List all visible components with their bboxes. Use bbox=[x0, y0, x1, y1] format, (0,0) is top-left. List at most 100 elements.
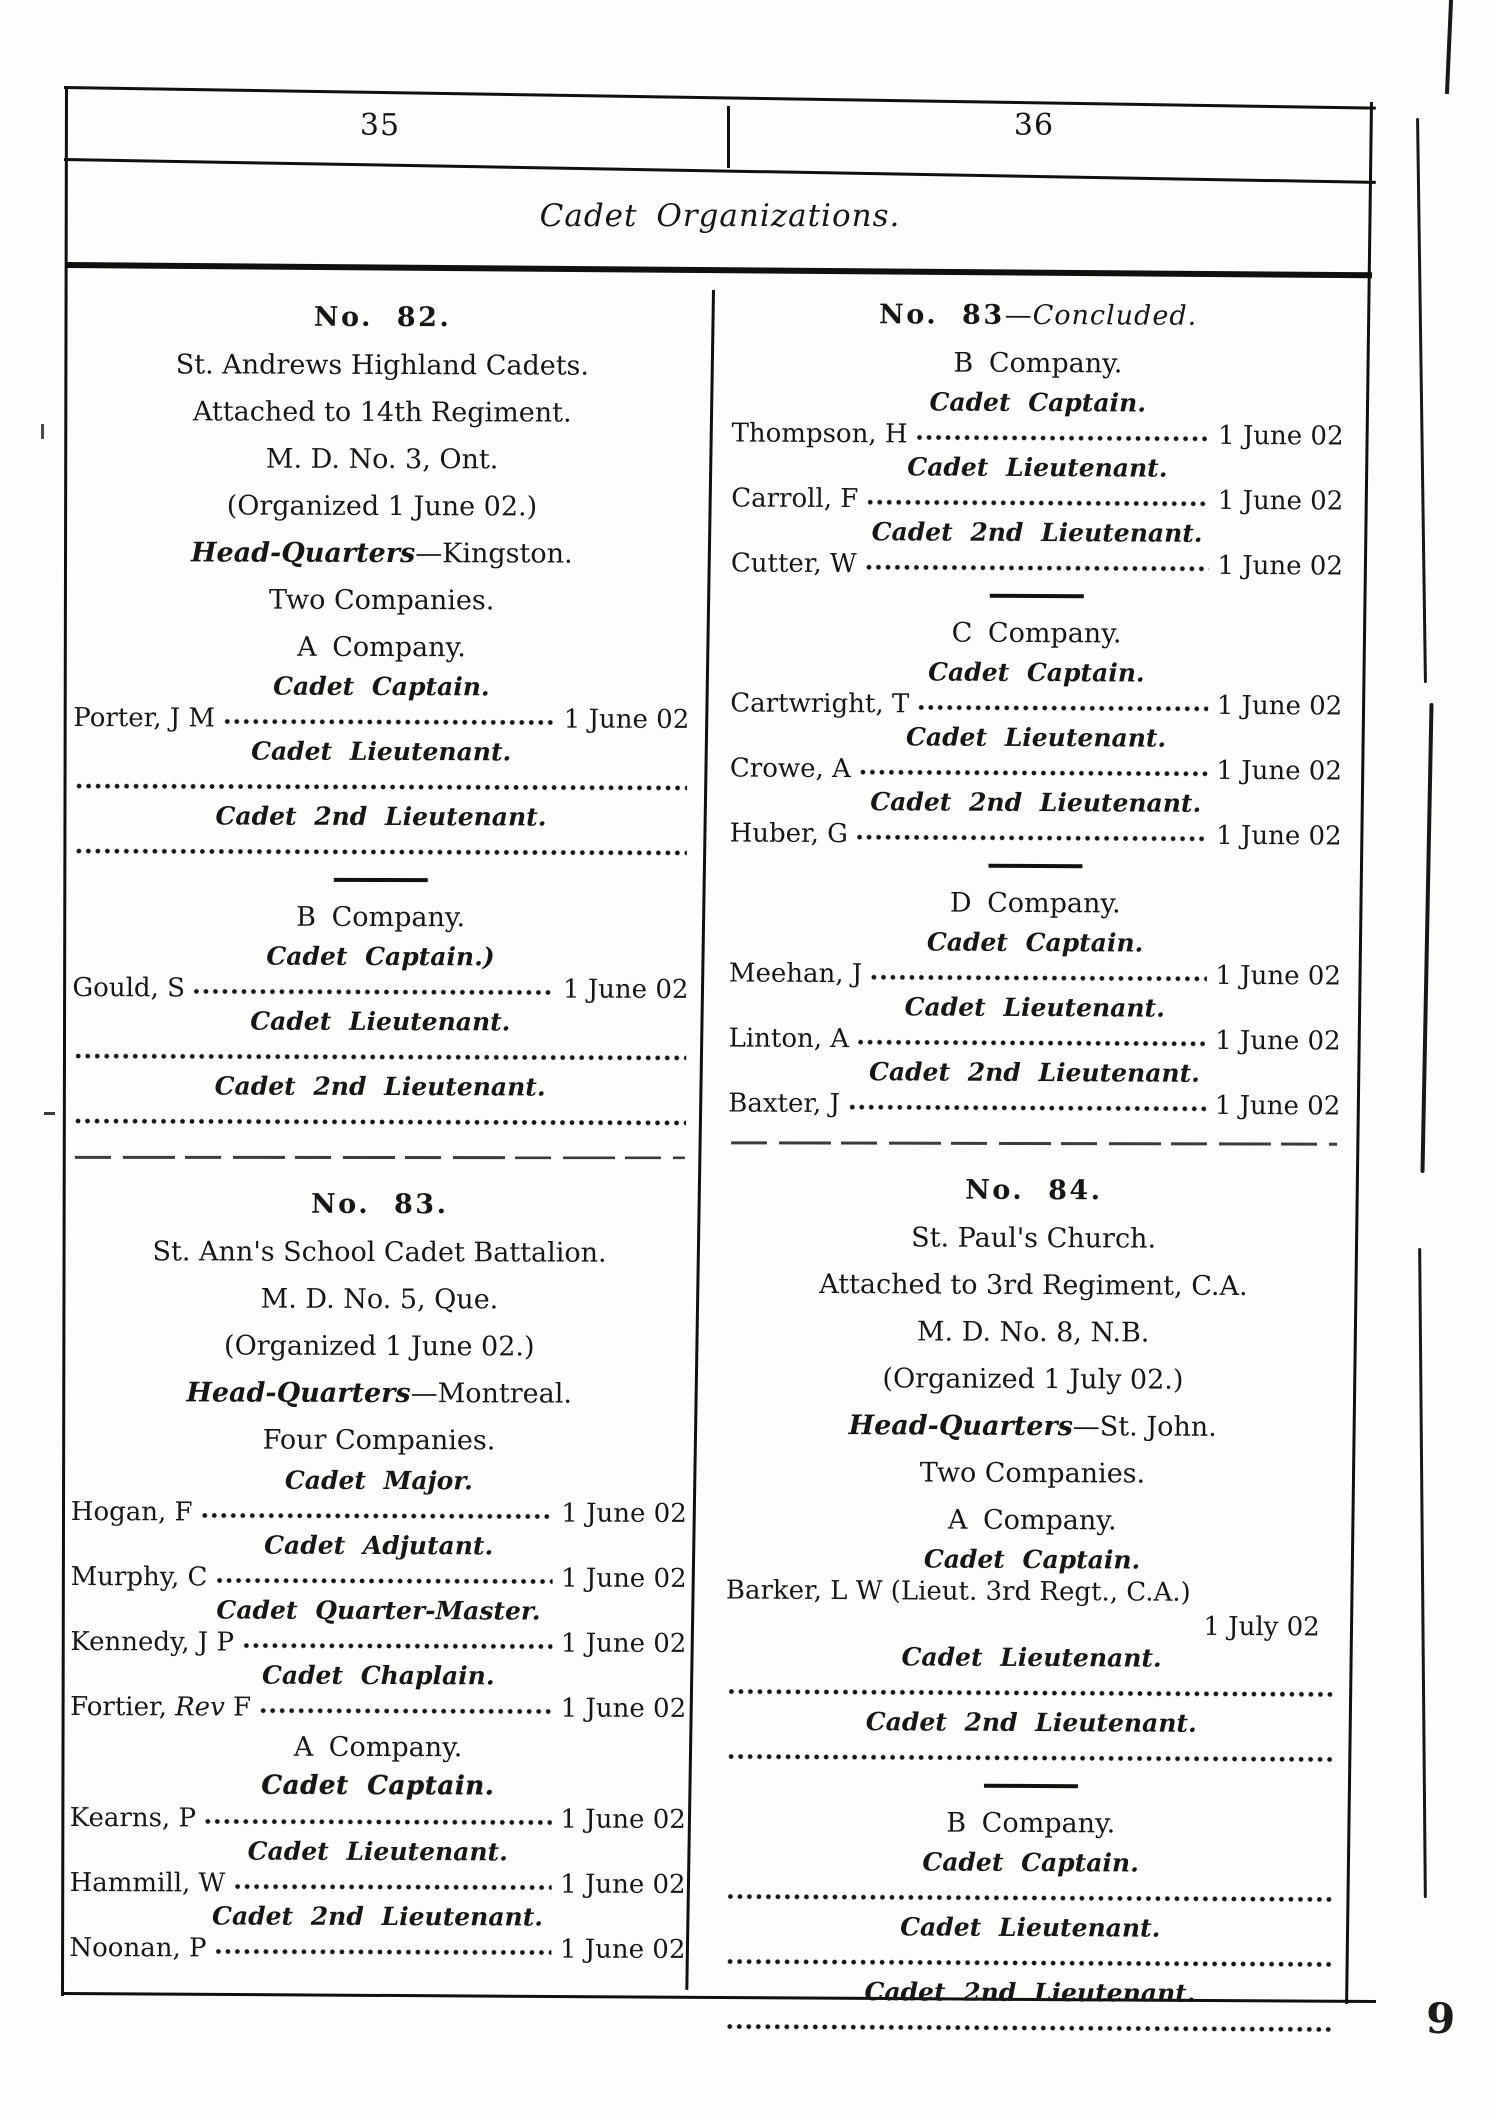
hq-label: Head-Quarters bbox=[848, 1410, 1073, 1443]
rank-heading: Cadet 2nd Lieutenant. bbox=[212, 1900, 544, 1932]
officer-row: Murphy, C 1 June 02 bbox=[71, 1560, 687, 1595]
dotted-leader bbox=[857, 1038, 1207, 1048]
officer-name-part: Fortier, bbox=[70, 1692, 176, 1723]
blank-officer-line bbox=[72, 1036, 688, 1071]
org-subheading: Two Companies. bbox=[919, 1457, 1146, 1490]
officer-name: Huber, G bbox=[729, 818, 849, 850]
page-title: Cadet Organizations. bbox=[539, 198, 901, 234]
rank-heading: Cadet Lieutenant. bbox=[900, 1911, 1161, 1943]
officer-row: Linton, A 1 June 02 bbox=[729, 1022, 1341, 1058]
commission-date: 1 June 02 bbox=[1215, 960, 1342, 992]
blank-officer-line bbox=[725, 1736, 1337, 1772]
dotted-leader bbox=[74, 1052, 687, 1062]
company-heading: C Company. bbox=[951, 617, 1122, 649]
rank-heading: Cadet Quarter-Master. bbox=[216, 1594, 541, 1626]
org-subheading: M. D. No. 3, Ont. bbox=[265, 443, 499, 476]
rank-heading: Cadet Major. bbox=[284, 1465, 473, 1495]
dotted-leader bbox=[847, 1103, 1207, 1113]
dotted-leader bbox=[223, 717, 556, 727]
rule-mark bbox=[333, 877, 428, 882]
rank-heading: Cadet Adjutant. bbox=[264, 1530, 494, 1560]
page-border-right bbox=[1345, 101, 1373, 2004]
header-rule-middle bbox=[63, 158, 1376, 184]
commission-date: 1 June 02 bbox=[560, 1693, 687, 1724]
officer-name: Carroll, F bbox=[731, 483, 859, 515]
officer-name: Crowe, A bbox=[729, 753, 851, 785]
officer-row: Kennedy, J P 1 June 02 bbox=[70, 1625, 686, 1660]
company-divider-rule bbox=[731, 580, 1343, 612]
officer-row: Fortier, Rev F 1 June 02 bbox=[70, 1690, 686, 1725]
rank-heading: Cadet 2nd Lieutenant. bbox=[214, 1070, 546, 1102]
dotted-leader bbox=[203, 1817, 552, 1827]
page-number-divider-tick bbox=[727, 106, 730, 168]
officer-row: Hogan, F 1 June 02 bbox=[71, 1495, 687, 1530]
commission-date-line: 1 July 02 bbox=[1203, 1611, 1320, 1643]
commission-date: 1 June 02 bbox=[560, 1804, 686, 1835]
commission-date: 1 June 02 bbox=[1218, 420, 1344, 452]
rank-heading: Cadet 2nd Lieutenant. bbox=[870, 786, 1202, 818]
left-column: No. 82. St. Andrews Highland Cadets. Attac… bbox=[69, 291, 690, 1966]
hq-location: —Montreal. bbox=[410, 1378, 572, 1410]
commission-date: 1 June 02 bbox=[1216, 820, 1342, 852]
rank-heading: Cadet 2nd Lieutenant. bbox=[871, 516, 1203, 548]
commission-date: 1 June 02 bbox=[560, 1869, 686, 1900]
scan-artifact-line bbox=[1418, 1247, 1427, 1899]
commission-date: 1 June 02 bbox=[1214, 1090, 1341, 1122]
blank-officer-line bbox=[724, 1941, 1336, 1977]
dotted-leader bbox=[855, 833, 1208, 843]
company-divider-rule bbox=[725, 1769, 1337, 1801]
dotted-leader bbox=[864, 563, 1209, 573]
rank-heading: Cadet Lieutenant. bbox=[251, 736, 512, 766]
org-subheading: St. Ann's School Cadet Battalion. bbox=[152, 1236, 607, 1269]
commission-date: 1 June 02 bbox=[560, 1628, 687, 1659]
officer-name: Kearns, P bbox=[69, 1803, 197, 1834]
scan-speck bbox=[41, 424, 44, 439]
commission-date: 1 June 02 bbox=[559, 1934, 686, 1965]
dotted-leader bbox=[870, 973, 1207, 983]
dotted-leader bbox=[74, 847, 687, 857]
officer-name-line: Barker, L W (Lieut. 3rd Regt., C.A.) bbox=[725, 1575, 1191, 1608]
officer-row: Gould, S 1 June 02 bbox=[72, 971, 688, 1006]
rank-heading: Cadet Lieutenant. bbox=[901, 1641, 1162, 1673]
dotted-leader bbox=[727, 1752, 1336, 1764]
rank-heading: Cadet Captain.) bbox=[266, 941, 495, 971]
org-subheading: (Organized 1 July 02.) bbox=[882, 1363, 1184, 1396]
commission-date: 1 June 02 bbox=[1216, 755, 1343, 787]
rank-heading: Cadet Captain. bbox=[273, 671, 490, 701]
officer-name: Cartwright, T bbox=[730, 688, 910, 720]
rank-heading: Cadet Captain. bbox=[922, 1846, 1139, 1878]
rule-mark bbox=[731, 1140, 1338, 1146]
org-number-heading: No. 83 —Concluded. bbox=[732, 289, 1344, 342]
commission-date: 1 June 02 bbox=[562, 974, 689, 1005]
company-heading: D Company. bbox=[949, 887, 1121, 919]
hq-heading: Head-Quarters —Montreal. bbox=[71, 1369, 687, 1418]
dotted-leader bbox=[866, 498, 1210, 508]
rank-heading: Cadet 2nd Lieutenant. bbox=[864, 1976, 1196, 2008]
hq-heading: Head-Quarters —Kingston. bbox=[74, 529, 690, 578]
rank-heading: Cadet Captain. bbox=[923, 1543, 1141, 1575]
officer-row: Cartwright, T 1 June 02 bbox=[730, 687, 1342, 723]
org-subheading: Attached to 3rd Regiment, C.A. bbox=[819, 1268, 1248, 1303]
rule-mark bbox=[988, 863, 1083, 868]
officer-name: Fortier, Rev F bbox=[70, 1692, 251, 1723]
rank-heading: Cadet Captain. bbox=[926, 926, 1144, 958]
org-subheading: Attached to 14th Regiment. bbox=[192, 396, 572, 429]
dotted-leader bbox=[259, 1706, 553, 1716]
rank-heading: Cadet Chaplain. bbox=[261, 1660, 495, 1690]
dotted-leader bbox=[917, 703, 1209, 713]
officer-row: Meehan, J 1 June 02 bbox=[729, 957, 1341, 993]
hq-label: Head-Quarters bbox=[186, 1377, 411, 1410]
commission-date: 1 June 02 bbox=[561, 1498, 687, 1529]
org-subheading: (Organized 1 June 02.) bbox=[226, 490, 538, 523]
rank-heading: Cadet Captain. bbox=[261, 1770, 495, 1802]
company-heading: B Company. bbox=[946, 1807, 1116, 1839]
header-rule-top bbox=[63, 86, 1376, 110]
officer-row: Noonan, P 1 June 02 bbox=[69, 1931, 685, 1966]
company-heading: A Company. bbox=[947, 1504, 1117, 1536]
rank-heading: Cadet Lieutenant. bbox=[904, 991, 1165, 1023]
dotted-leader bbox=[214, 1947, 552, 1957]
blank-officer-line bbox=[724, 2006, 1336, 2042]
blank-officer-line bbox=[73, 766, 689, 801]
dotted-leader bbox=[915, 433, 1210, 443]
